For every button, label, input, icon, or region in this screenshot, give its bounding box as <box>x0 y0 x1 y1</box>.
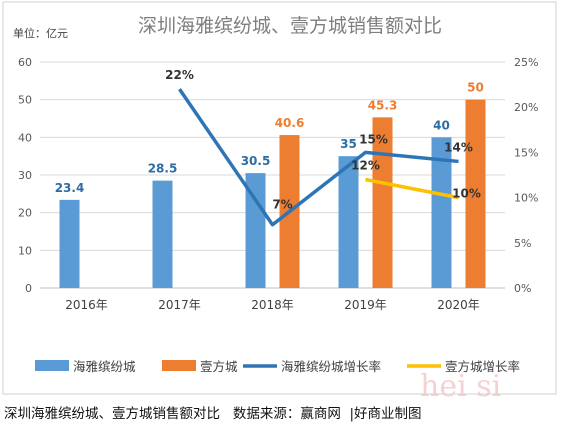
legend-swatch <box>162 360 196 371</box>
bar-value-label: 28.5 <box>148 162 178 176</box>
legend-label: 海雅缤纷城 <box>73 359 136 374</box>
y-tick-label: 20 <box>18 207 32 220</box>
y2-tick-label: 0% <box>514 282 531 295</box>
line-value-label: 10% <box>452 187 481 201</box>
right-axis-ticks: 0% 5% 10% 15% 20% 25% <box>514 56 538 295</box>
bars-group <box>59 99 486 289</box>
legend: 海雅缤纷城 壹方城 海雅缤纷城增长率 壹方城增长率 <box>35 359 520 374</box>
legend-label: 壹方城增长率 <box>445 359 520 374</box>
line-series <box>365 177 459 200</box>
lines-group <box>178 88 459 227</box>
x-tick-label: 2020年 <box>437 298 480 312</box>
left-axis-ticks: 0 10 20 30 40 50 60 <box>18 56 32 295</box>
x-tick-label: 2017年 <box>158 298 201 312</box>
watermark-text: hei si <box>420 369 501 404</box>
data-labels: 23.4 28.5 30.5 35 40 40.6 45.3 50 22% 7% 15% 14% 12%… <box>55 68 484 212</box>
caption-title: 深圳海雅缤纷城、壹方城销售额对比 <box>4 406 220 422</box>
line-value-label: 15% <box>359 132 388 146</box>
x-tick-label: 2018年 <box>251 298 294 312</box>
legend-swatch <box>35 360 69 371</box>
caption: 深圳海雅缤纷城、壹方城销售额对比 数据来源：赢商网 |好商业制图 <box>4 402 422 422</box>
caption-credit: |好商业制图 <box>349 406 422 422</box>
bar-value-label: 35 <box>340 137 357 151</box>
legend-label: 壹方城 <box>200 359 238 374</box>
line-value-label: 7% <box>272 198 292 212</box>
y-tick-label: 0 <box>25 282 32 295</box>
bar-value-label: 23.4 <box>55 181 85 195</box>
line-value-label: 14% <box>444 140 473 154</box>
bar-value-label: 45.3 <box>368 98 398 112</box>
y-tick-label: 60 <box>18 56 32 69</box>
unit-label: 单位：亿元 <box>13 26 68 40</box>
y2-tick-label: 15% <box>514 146 538 159</box>
y2-tick-label: 25% <box>514 56 538 69</box>
line-series <box>178 88 459 227</box>
y-tick-label: 50 <box>18 94 32 107</box>
x-axis-ticks: 2016年 2017年 2018年 2019年 2020年 <box>65 298 480 312</box>
bar-value-label: 50 <box>467 81 484 95</box>
bar <box>338 156 359 288</box>
legend-label: 海雅缤纷城增长率 <box>281 359 381 374</box>
gridlines <box>40 61 505 289</box>
bar-value-label: 40.6 <box>275 116 305 130</box>
bar-value-label: 40 <box>433 118 450 132</box>
x-tick-label: 2019年 <box>344 298 387 312</box>
bar <box>245 173 266 288</box>
line-value-label: 12% <box>351 159 380 173</box>
bar-value-label: 30.5 <box>241 154 271 168</box>
line-value-label: 22% <box>165 68 194 82</box>
y-tick-label: 30 <box>18 169 32 182</box>
y-tick-label: 10 <box>18 244 32 257</box>
bar <box>372 117 393 289</box>
bar <box>465 99 486 289</box>
y2-tick-label: 5% <box>514 237 531 250</box>
caption-source: 数据来源：赢商网 <box>232 406 341 422</box>
y-tick-label: 40 <box>18 131 32 144</box>
y2-tick-label: 20% <box>514 101 538 114</box>
bar <box>59 199 80 288</box>
y2-tick-label: 10% <box>514 192 538 205</box>
bar <box>152 180 173 288</box>
bar <box>431 137 452 288</box>
chart-title: 深圳海雅缤纷城、壹方城销售额对比 <box>138 15 442 37</box>
x-tick-label: 2016年 <box>65 298 108 312</box>
